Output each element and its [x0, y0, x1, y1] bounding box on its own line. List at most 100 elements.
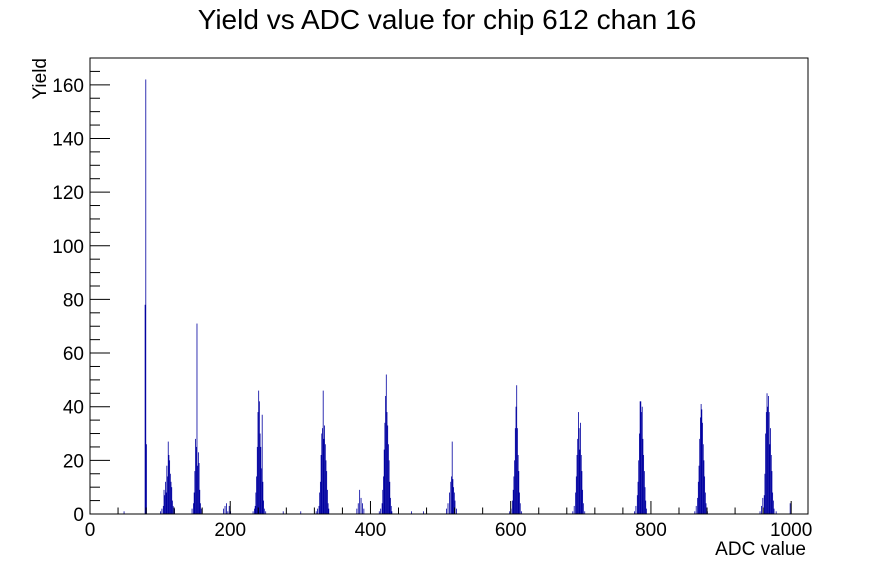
y-axis-label: Yield — [30, 58, 51, 100]
histogram-bar — [323, 438, 325, 514]
histogram-bar — [519, 503, 521, 514]
y-tick-label: 0 — [73, 505, 84, 526]
histogram-bar — [256, 476, 257, 514]
histogram-bar — [383, 476, 384, 514]
histogram-bar — [362, 503, 363, 514]
histogram-bar — [519, 492, 520, 514]
histogram-bar — [704, 492, 706, 514]
histogram-bar — [634, 511, 635, 514]
histogram-bar — [509, 511, 511, 514]
histogram-bar — [451, 441, 453, 514]
histogram-bar — [258, 390, 260, 514]
histogram-bar — [378, 511, 380, 514]
histogram-bar — [759, 511, 761, 514]
histogram-bar — [322, 390, 324, 514]
histogram-bar — [764, 473, 766, 514]
histogram-bar — [261, 414, 263, 514]
histogram-bar — [300, 511, 302, 514]
histogram-bar — [315, 511, 317, 514]
histogram-bar — [454, 500, 456, 514]
histogram-bar — [325, 460, 327, 514]
histogram-bar — [318, 505, 320, 514]
histogram-bar — [168, 454, 170, 514]
histogram-bar — [169, 473, 171, 514]
histogram-bar — [700, 417, 701, 514]
x-tick-label: 0 — [85, 520, 96, 541]
y-tick-label: 40 — [63, 398, 84, 419]
histogram-bar — [572, 511, 574, 514]
histogram-bar — [702, 422, 703, 514]
histogram-bar — [161, 508, 163, 514]
histogram-bar — [639, 401, 641, 514]
histogram-bar — [390, 497, 391, 514]
histogram-bar — [328, 508, 330, 514]
histogram-bar — [645, 500, 647, 514]
histogram-bar — [262, 481, 264, 514]
histogram-bar — [584, 511, 586, 514]
histogram-bar — [705, 503, 707, 514]
y-tick-label: 100 — [52, 237, 84, 258]
histogram-bar — [360, 497, 362, 514]
histogram-bar — [703, 460, 705, 514]
histogram-bar — [321, 433, 323, 514]
histogram-bar — [411, 511, 412, 514]
histogram-bar — [255, 492, 257, 514]
histogram-bar — [772, 500, 774, 514]
x-tick-label: 1000 — [770, 520, 812, 541]
histogram-bar — [512, 489, 514, 514]
histogram-bar — [456, 508, 457, 514]
histogram-bar — [282, 511, 284, 514]
histogram-bar — [172, 505, 174, 514]
histogram-bar — [258, 401, 260, 514]
histogram-bar — [765, 433, 767, 514]
histogram-bar — [449, 492, 450, 514]
histogram-bar — [324, 444, 326, 514]
histogram-bar — [518, 471, 520, 514]
histogram-bar — [193, 503, 194, 514]
y-tick-label: 20 — [63, 451, 84, 472]
histogram-bar — [252, 511, 254, 514]
histogram-bar — [197, 452, 199, 514]
histogram-bar — [769, 444, 771, 514]
histogram-bar — [512, 500, 513, 514]
x-tick-label: 400 — [355, 520, 387, 541]
y-tick-label: 80 — [63, 290, 84, 311]
histogram-bar — [517, 428, 518, 514]
histogram-bar — [223, 508, 225, 514]
histogram-bar — [695, 505, 697, 514]
histogram-bar — [224, 505, 226, 514]
histogram-bar — [385, 374, 387, 514]
histogram-bar — [388, 460, 390, 514]
histogram-bar — [385, 395, 386, 514]
histogram-bar — [576, 454, 578, 514]
histogram-bar — [697, 481, 699, 514]
histogram-bar — [770, 428, 771, 514]
histogram-bar — [169, 460, 171, 514]
histogram-bar — [170, 481, 172, 514]
histogram-bar — [704, 476, 706, 514]
histogram-bar — [146, 444, 147, 514]
histogram-bar — [195, 438, 196, 514]
histogram-bar — [581, 471, 583, 514]
histogram-bar — [320, 454, 322, 514]
x-tick-label: 200 — [214, 520, 246, 541]
y-tick-label: 160 — [52, 76, 84, 97]
histogram-bar — [641, 406, 643, 514]
histogram-bar — [646, 508, 647, 514]
histogram-bar — [162, 505, 164, 514]
histogram-bar — [514, 460, 516, 514]
histogram-bar — [702, 444, 704, 514]
histogram-bar — [387, 425, 389, 514]
histogram-bar — [384, 422, 386, 514]
histogram-bar — [191, 508, 193, 514]
histogram-bar — [257, 412, 259, 514]
histogram-bar — [256, 446, 258, 514]
histogram-bar — [697, 497, 699, 514]
histogram-bar — [773, 508, 775, 514]
histogram-bar — [635, 505, 637, 514]
histogram-bar — [386, 412, 388, 514]
histogram-bar — [363, 508, 365, 514]
histogram-bar — [164, 495, 166, 514]
histogram-bar — [261, 468, 262, 514]
